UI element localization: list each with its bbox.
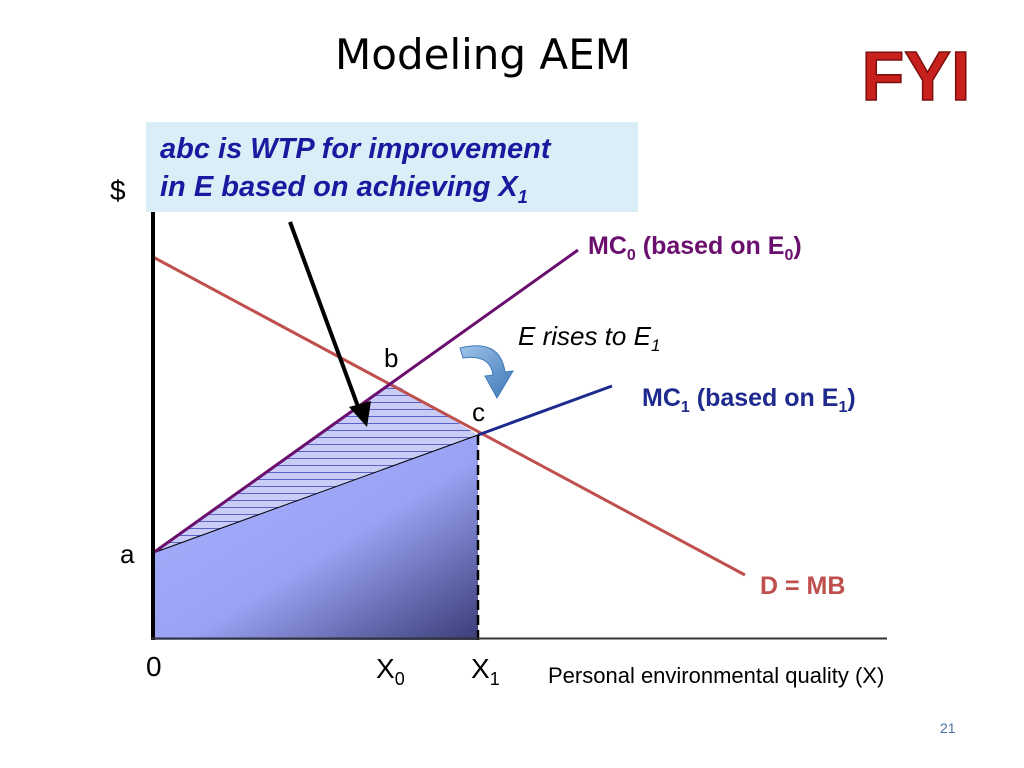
x-axis-label: Personal environmental quality (X) [548,663,884,688]
mc1-label: MC1 (based on E1) [642,384,856,416]
mc1-curve [477,384,613,437]
mc0-curve [152,248,579,555]
callout-box: abc is WTP for improvement in E based on… [146,122,638,212]
e-rises-label: E rises to E1 [518,321,660,355]
page-title: Modeling AEM [335,30,631,79]
area-abc-triangle [153,383,478,553]
demand-curve [152,255,746,577]
mc1-line-lower [152,434,479,554]
x0-label: X0 [376,653,405,689]
point-a-label: a [120,539,135,569]
callout-line-1: abc is WTP for improvement [160,133,551,165]
callout-pointer-arrow [288,221,362,413]
point-b-label: b [384,343,398,373]
point-c-label: c [472,397,485,427]
origin-label: 0 [146,651,162,682]
callout-line-2: in E based on achieving X1 [160,171,528,207]
x1-label: X1 [471,653,500,689]
y-axis-label: $ [110,175,126,206]
mc0-label: MC0 (based on E0) [588,232,802,264]
arrowhead-icon [349,401,371,427]
fyi-badge: FYI [862,37,971,115]
surplus-area-lower [153,435,478,640]
page-number: 21 [940,720,956,736]
demand-label: D = MB [760,572,845,600]
curved-arrow-icon [459,345,514,400]
